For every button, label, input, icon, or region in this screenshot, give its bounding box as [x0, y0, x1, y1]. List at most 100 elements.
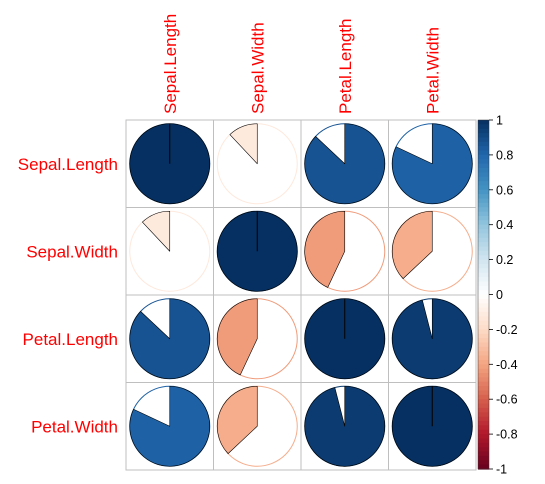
pie-cell-Sepal.Length-Sepal.Width [216, 123, 298, 205]
colorbar-segment [478, 146, 489, 152]
pie-slice [304, 123, 386, 205]
pie-cell-Sepal.Length-Petal.Length [304, 123, 386, 205]
colorbar-segment [478, 137, 489, 143]
pie-slice [129, 385, 211, 467]
pie-slice [142, 210, 171, 252]
colorbar-segment [478, 167, 489, 173]
colorbar-segment [478, 368, 489, 374]
colorbar-segment [478, 429, 489, 435]
colorbar-segment [478, 434, 489, 440]
colorbar-segment [478, 285, 489, 291]
colorbar-segment [478, 220, 489, 226]
grid [125, 119, 477, 471]
colorbar-segment [478, 311, 489, 317]
row-labels: Sepal.Length Sepal.Width Petal.Length Petal… [18, 155, 118, 437]
colorbar-segment [478, 351, 489, 357]
colorbar-segment [478, 246, 489, 252]
colorbar-segment [478, 394, 489, 400]
colorbar-segment [478, 416, 489, 422]
column-label: Petal.Length [336, 19, 355, 114]
pie-cell-Petal.Length-Sepal.Width [216, 298, 298, 380]
colorbar-segment [478, 355, 489, 361]
colorbar-segment [478, 281, 489, 287]
colorbar-tick-label: 0.2 [496, 253, 513, 267]
color-legend: -1 -0.8 -0.6 -0.4 -0.2 0 0.2 0.4 0.6 0.8 1 [477, 114, 518, 477]
pie-cell-Sepal.Width-Sepal.Width [216, 210, 298, 292]
colorbar-segment [478, 346, 489, 352]
colorbar-segment [478, 373, 489, 378]
colorbar-segment [478, 120, 489, 125]
colorbar-segment [478, 154, 489, 160]
colorbar-segment [478, 381, 489, 387]
colorbar-tick-label: 0.8 [496, 148, 513, 162]
colorbar-segment [478, 342, 489, 348]
colorbar-segment [478, 198, 489, 204]
colorbar-segment [478, 447, 489, 453]
pie-cell-Petal.Width-Petal.Length [304, 385, 386, 467]
colorbar-segment [478, 316, 489, 322]
column-label: Sepal.Length [161, 14, 180, 114]
colorbar-tick-label: -0.4 [496, 358, 518, 372]
colorbar-tick-label: 0 [496, 288, 503, 302]
colorbar-segment [478, 250, 489, 256]
colorbar-segment [478, 390, 489, 396]
colorbar-segment [478, 412, 489, 418]
pie-slice [304, 385, 386, 467]
colorbar-segment [478, 359, 489, 365]
colorbar-segment [478, 421, 489, 426]
colorbar-segment [478, 460, 489, 466]
pie-cell-Petal.Width-Sepal.Length [129, 385, 211, 467]
colorbar-segment [478, 303, 489, 309]
pie-cell-Petal.Length-Sepal.Length [129, 298, 211, 380]
colorbar-tick-label: 0.4 [496, 218, 513, 232]
colorbar-segment [478, 150, 489, 156]
pie-cell-Sepal.Width-Petal.Width [391, 210, 473, 292]
colorbar-segment [478, 320, 489, 326]
colorbar-segment [478, 176, 489, 182]
colorbar-segment [478, 233, 489, 239]
colorbar-tick-label: -0.6 [496, 393, 518, 407]
colorbar-segment [478, 242, 489, 248]
pie-slice [391, 210, 433, 279]
pie-cell-Petal.Length-Petal.Width [391, 298, 473, 380]
colorbar-tick-label: -1 [496, 463, 507, 477]
colorbar-segment [478, 229, 489, 235]
colorbar-segment [478, 464, 489, 470]
colorbar-segment [478, 298, 489, 304]
pie-slice [229, 123, 258, 165]
colorbar-segment [478, 172, 489, 178]
pie-slice [129, 298, 211, 380]
pie-cell-Petal.Width-Sepal.Width [216, 385, 298, 467]
pie-slice [392, 123, 473, 204]
colorbar-tick-label: -0.8 [496, 428, 518, 442]
colorbar-segment [478, 215, 489, 221]
colorbar-segment [478, 224, 489, 230]
colorbar-segment [478, 181, 489, 187]
row-label: Petal.Length [23, 330, 118, 349]
pie-cell-Sepal.Width-Petal.Length [304, 210, 386, 292]
colorbar-tick-label: 0.6 [496, 183, 513, 197]
row-label: Sepal.Width [26, 242, 118, 261]
pie-slice [216, 385, 258, 454]
pie-slice [216, 298, 258, 376]
colorbar-segment [478, 194, 489, 200]
pie-cell-Sepal.Width-Sepal.Length [129, 210, 211, 292]
colorbar-segment [478, 407, 489, 413]
pie-slice [304, 210, 346, 288]
colorbar-segment [478, 451, 489, 457]
colorbar-segment [478, 268, 489, 274]
colorbar-segment [478, 211, 489, 217]
colorbar-segment [478, 163, 489, 169]
colorbar-segment [478, 425, 489, 431]
colorbar-segment [478, 277, 489, 283]
colorbar-tick-label: -0.2 [496, 323, 518, 337]
colorbar-segment [478, 202, 489, 208]
colorbar-segment [478, 263, 489, 269]
column-label: Sepal.Width [248, 22, 267, 114]
colorbar-segment [478, 294, 489, 300]
colorbar-segment [478, 290, 489, 296]
colorbar-segment [478, 259, 489, 265]
pie-slice [391, 298, 473, 380]
colorbar-segment [478, 189, 489, 195]
colorbar-tick-label: 1 [496, 114, 503, 128]
